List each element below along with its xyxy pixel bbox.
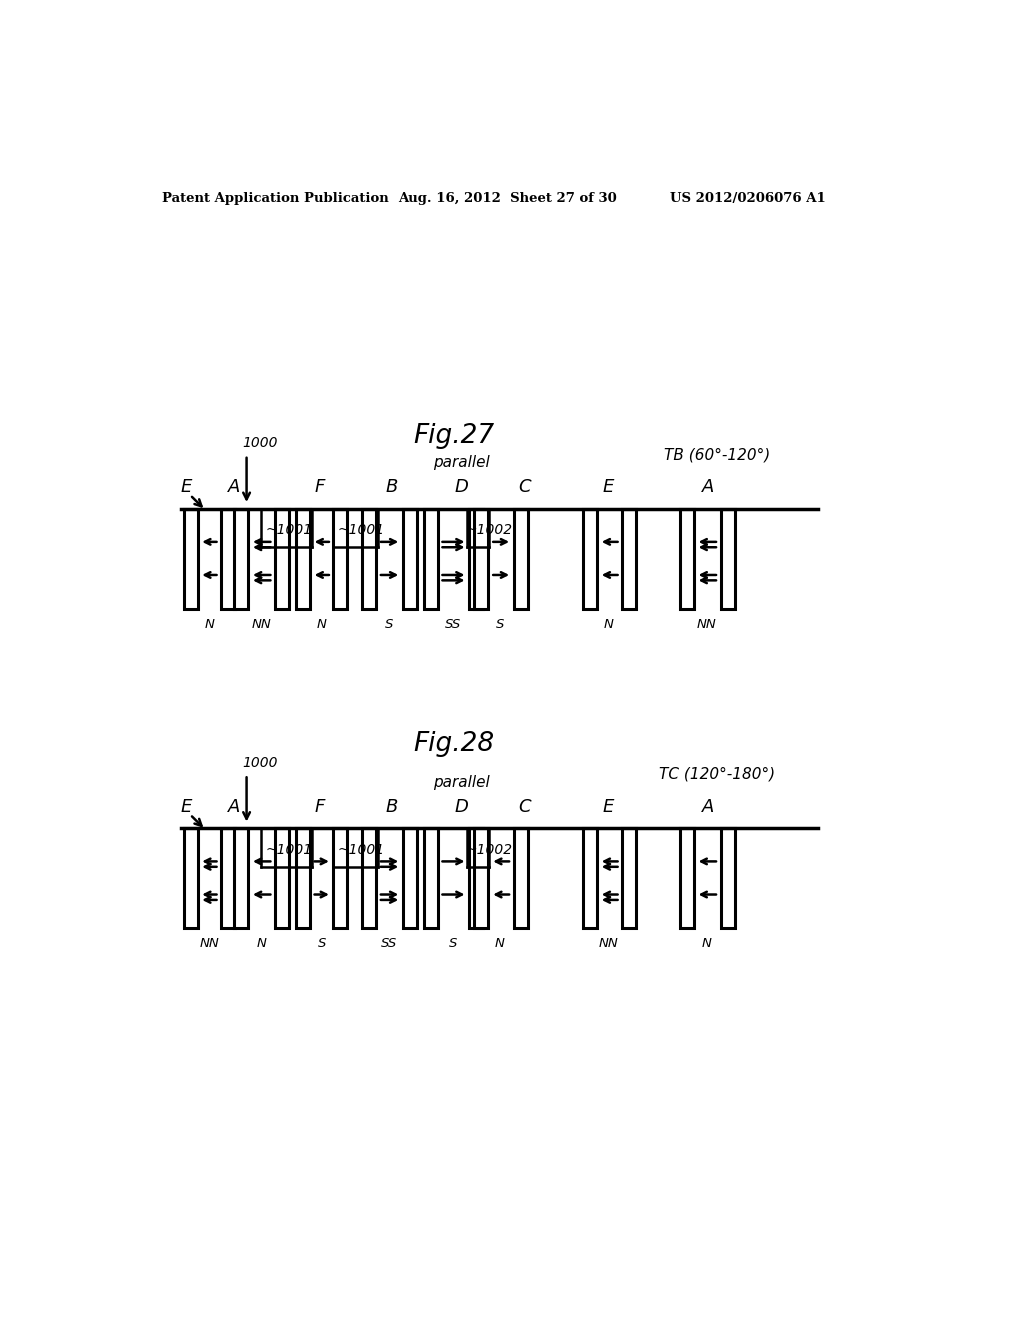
Text: Fig.27: Fig.27 [413, 422, 494, 449]
Bar [275, 829, 289, 928]
Text: ~1002: ~1002 [465, 843, 512, 857]
Bar [275, 508, 289, 609]
Bar [221, 508, 234, 609]
Bar [334, 508, 347, 609]
Bar [623, 829, 636, 928]
Bar [514, 508, 528, 609]
Bar [469, 508, 483, 609]
Text: A: A [701, 478, 714, 496]
Text: NN: NN [599, 937, 618, 950]
Text: N: N [495, 937, 505, 950]
Text: SS: SS [445, 618, 462, 631]
Text: TB (60°-120°): TB (60°-120°) [664, 447, 770, 462]
Bar [234, 508, 248, 609]
Text: US 2012/0206076 A1: US 2012/0206076 A1 [670, 191, 826, 205]
Bar [721, 508, 735, 609]
Text: S: S [450, 937, 458, 950]
Text: N: N [603, 618, 613, 631]
Text: 1000: 1000 [243, 756, 279, 770]
Text: C: C [518, 478, 531, 496]
Bar [424, 508, 438, 609]
Text: 1000: 1000 [243, 437, 279, 450]
Text: C: C [518, 797, 531, 816]
Text: ~1002: ~1002 [465, 523, 512, 537]
Bar [183, 508, 198, 609]
Bar [362, 508, 376, 609]
Bar [583, 829, 597, 928]
Text: F: F [315, 478, 326, 496]
Bar [234, 829, 248, 928]
Text: ~1001: ~1001 [337, 523, 384, 537]
Text: N: N [205, 618, 214, 631]
Text: SS: SS [381, 937, 397, 950]
Bar [296, 829, 310, 928]
Bar [514, 829, 528, 928]
Bar [296, 508, 310, 609]
Text: D: D [455, 797, 468, 816]
Text: D: D [455, 478, 468, 496]
Bar [623, 508, 636, 609]
Text: B: B [385, 478, 397, 496]
Text: Patent Application Publication: Patent Application Publication [162, 191, 389, 205]
Bar [474, 829, 488, 928]
Text: E: E [603, 797, 614, 816]
Bar [424, 829, 438, 928]
Text: NN: NN [697, 618, 717, 631]
Text: A: A [701, 797, 714, 816]
Text: parallel: parallel [433, 775, 489, 789]
Bar [583, 508, 597, 609]
Text: TC (120°-180°): TC (120°-180°) [658, 767, 775, 781]
Text: S: S [385, 618, 393, 631]
Text: S: S [496, 618, 504, 631]
Text: E: E [180, 478, 191, 496]
Text: N: N [702, 937, 712, 950]
Bar [680, 508, 693, 609]
Text: NN: NN [200, 937, 219, 950]
Text: S: S [317, 937, 326, 950]
Bar [362, 829, 376, 928]
Text: N: N [316, 618, 327, 631]
Bar [474, 508, 488, 609]
Text: E: E [603, 478, 614, 496]
Text: NN: NN [252, 618, 271, 631]
Text: ~1001: ~1001 [337, 843, 384, 857]
Text: Fig.28: Fig.28 [413, 730, 494, 756]
Text: B: B [385, 797, 397, 816]
Bar [721, 829, 735, 928]
Bar [403, 508, 417, 609]
Bar [334, 829, 347, 928]
Bar [221, 829, 234, 928]
Text: E: E [180, 797, 191, 816]
Text: A: A [228, 797, 241, 816]
Text: A: A [228, 478, 241, 496]
Text: ~1001: ~1001 [266, 843, 313, 857]
Text: F: F [315, 797, 326, 816]
Text: parallel: parallel [433, 455, 489, 470]
Bar [403, 829, 417, 928]
Bar [469, 829, 483, 928]
Text: N: N [256, 937, 266, 950]
Text: Aug. 16, 2012  Sheet 27 of 30: Aug. 16, 2012 Sheet 27 of 30 [398, 191, 617, 205]
Bar [183, 829, 198, 928]
Bar [680, 829, 693, 928]
Text: ~1001: ~1001 [266, 523, 313, 537]
